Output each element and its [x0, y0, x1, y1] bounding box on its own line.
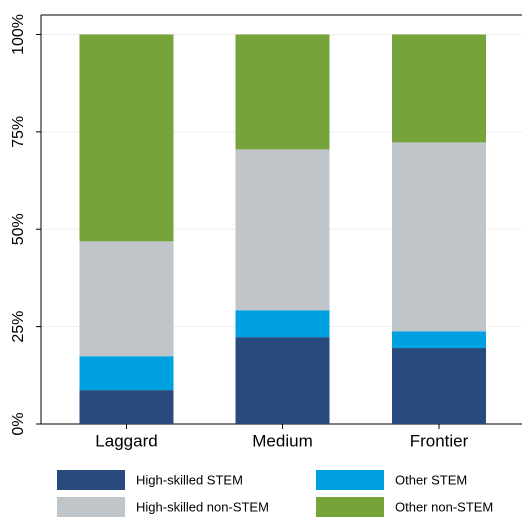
bar-segment [392, 142, 486, 332]
legend-swatch [316, 497, 384, 517]
bar-segment [235, 337, 330, 424]
legend-swatch [57, 497, 125, 517]
legend-label: Other non-STEM [395, 499, 493, 514]
bar-segment [79, 241, 174, 357]
legend-label: High-skilled STEM [136, 472, 243, 487]
legend-label: High-skilled non-STEM [136, 499, 269, 514]
bar-segment [235, 34, 330, 150]
y-tick-label: 75% [10, 116, 27, 148]
legend-swatch [316, 470, 384, 490]
bar-segment [235, 310, 330, 338]
bar-segment [79, 34, 174, 242]
x-tick-label: Medium [252, 431, 312, 450]
y-tick-label: 50% [10, 213, 27, 245]
bar-segment [392, 348, 486, 424]
legend-label: Other STEM [395, 472, 467, 487]
bar-segment [392, 34, 486, 143]
y-tick-label: 0% [10, 412, 27, 435]
x-tick-label: Frontier [410, 431, 469, 450]
y-tick-label: 100% [10, 14, 27, 55]
bar-segment [79, 390, 174, 424]
x-tick-label: Laggard [95, 431, 157, 450]
bar-segment [79, 356, 174, 391]
bar-segment [392, 331, 486, 349]
y-tick-label: 25% [10, 311, 27, 343]
legend-swatch [57, 470, 125, 490]
bar-segment [235, 149, 330, 311]
